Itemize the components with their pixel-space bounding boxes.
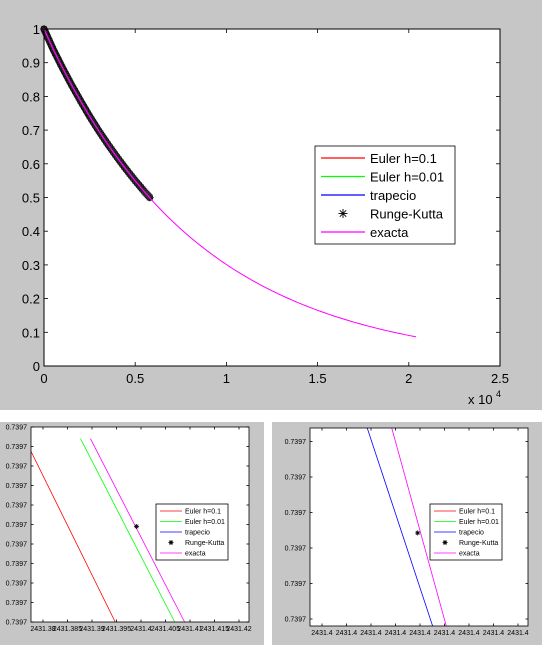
y-tick-label: 0.2: [22, 292, 40, 307]
y-tick-label: 0.7397: [6, 522, 28, 529]
y-tick-label: 0.6: [22, 157, 40, 172]
y-tick-label: 0.9: [22, 56, 40, 71]
y-tick-label: 0.7397: [6, 542, 28, 549]
x-tick-label: 2: [405, 371, 412, 386]
y-tick-label: 0.7397: [6, 444, 28, 451]
x-tick-label: 2431.415: [200, 626, 229, 633]
y-tick-label: 0.7397: [285, 510, 307, 517]
legend-label-exacta: exacta: [459, 551, 480, 558]
legend-label-euler-h-0-1: Euler h=0.1: [185, 509, 221, 516]
y-tick-label: 0.7397: [285, 546, 307, 553]
y-tick-label: 1: [33, 22, 40, 37]
legend-label-exacta: exacta: [370, 225, 409, 240]
legend-label-euler-h-0-1: Euler h=0.1: [370, 151, 437, 166]
y-tick-label: 0.1: [22, 325, 40, 340]
main-chart-legend: Euler h=0.1 Euler h=0.01 trapecio Runge-Kut…: [314, 145, 456, 245]
legend-sample-runge-kutta: [338, 209, 348, 218]
x-tick-label: 2431.385: [53, 626, 82, 633]
x-tick-label: 1.5: [309, 371, 327, 386]
x-tick-label: 2431.405: [151, 626, 180, 633]
y-tick-label: 0.7397: [285, 439, 307, 446]
legend-sample-runge-kutta: [442, 540, 448, 545]
x-tick-label: 2431.4: [385, 630, 407, 637]
legend-label-trapecio: trapecio: [370, 188, 416, 203]
y-tick-label: 0.7397: [285, 581, 307, 588]
series-euler-h-0-1: [30, 451, 116, 623]
y-tick-label: 0.7397: [6, 503, 28, 510]
x-tick-label: 0: [40, 371, 47, 386]
x-tick-label: 2431.395: [102, 626, 131, 633]
series-trapecio: [366, 427, 434, 627]
x-tick-label: 2431.4: [336, 630, 358, 637]
legend-label-euler-h-0-1: Euler h=0.1: [459, 509, 495, 516]
x-tick-label: 2431.4: [458, 630, 480, 637]
x-tick-label: 2431.4: [507, 630, 529, 637]
y-tick-label: 0.7397: [6, 425, 28, 432]
legend-label-euler-h-0-01: Euler h=0.01: [459, 519, 499, 526]
legend-label-runge-kutta: Runge-Kutta: [185, 540, 224, 547]
x-tick-label: 2431.4: [130, 626, 152, 633]
y-tick-label: 0.7397: [6, 464, 28, 471]
series-exacta: [43, 28, 417, 338]
main-chart-x-exponent-power: 4: [496, 389, 501, 399]
x-tick-label: 1: [223, 371, 230, 386]
legend-label-runge-kutta: Runge-Kutta: [459, 540, 498, 547]
series-euler-h-0-01: [80, 438, 176, 623]
y-tick-label: 0.7397: [285, 617, 307, 624]
y-tick-label: 0.7397: [6, 600, 28, 607]
series-exacta: [90, 438, 185, 623]
panel-separator-horizontal: [0, 410, 542, 422]
legend-label-euler-h-0-01: Euler h=0.01: [370, 170, 444, 185]
x-tick-label: 2431.4: [483, 630, 505, 637]
legend-sample-runge-kutta: [168, 540, 174, 545]
runge-kutta-point: [415, 530, 421, 536]
zoom-left-legend: Euler h=0.1 Euler h=0.01 trapecio Runge-Kut…: [155, 503, 229, 561]
x-tick-label: 2431.4: [409, 630, 431, 637]
series-exacta: [391, 427, 447, 627]
y-tick-label: 0: [33, 359, 40, 374]
x-tick-label: 2431.38: [30, 626, 55, 633]
legend-label-runge-kutta: Runge-Kutta: [370, 207, 444, 222]
x-tick-label: 2431.39: [79, 626, 104, 633]
y-tick-label: 0.7397: [6, 483, 28, 490]
zoom-right-legend: Euler h=0.1 Euler h=0.01 trapecio Runge-Kut…: [429, 503, 503, 561]
zoom-right-chart: 2431.4 2431.4 2431.4 2431.4 2431.4 2431.4 2431…: [272, 422, 542, 645]
x-tick-label: 2431.4: [311, 630, 333, 637]
y-tick-label: 0.7397: [6, 561, 28, 568]
main-chart-x-exponent: x 10: [468, 392, 493, 407]
y-tick-label: 0.3: [22, 258, 40, 273]
x-tick-label: 2431.4: [434, 630, 456, 637]
main-chart: 0 0.5 1 1.5 2 2.5 0 0.1 0.2 0.3 0.4 0.5 0.6 0.7 0.8 0.9…: [21, 22, 510, 407]
y-tick-label: 0.7397: [6, 581, 28, 588]
y-tick-label: 0.7397: [6, 620, 28, 627]
zoom-right-axes-box: [309, 427, 529, 627]
y-tick-label: 0.7397: [285, 475, 307, 482]
legend-label-euler-h-0-01: Euler h=0.01: [185, 519, 225, 526]
legend-label-trapecio: trapecio: [185, 530, 210, 537]
runge-kutta-point: [134, 523, 140, 529]
y-tick-label: 0.4: [22, 224, 40, 239]
y-tick-label: 0.8: [22, 89, 40, 104]
x-tick-label: 2.5: [491, 371, 509, 386]
panel-separator-vertical: [264, 422, 272, 645]
y-tick-label: 0.5: [22, 191, 40, 206]
x-tick-label: 2431.4: [360, 630, 382, 637]
y-tick-label: 0.7: [22, 123, 40, 138]
legend-label-exacta: exacta: [185, 551, 206, 558]
legend-label-trapecio: trapecio: [459, 530, 484, 537]
x-tick-label: 2431.42: [226, 626, 251, 633]
x-tick-label: 2431.41: [177, 626, 202, 633]
x-tick-label: 0.5: [126, 371, 144, 386]
